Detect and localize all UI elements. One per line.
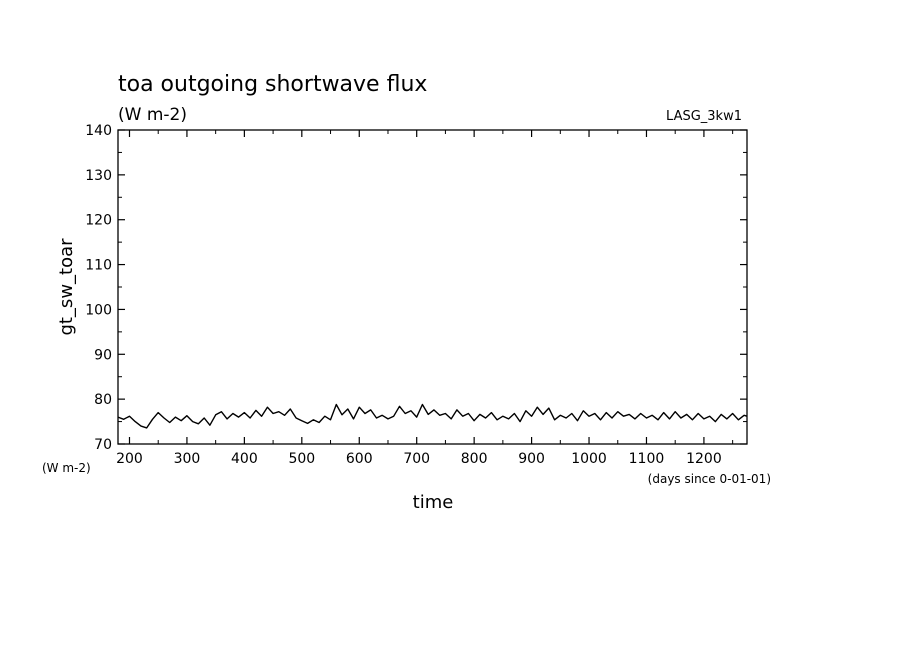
x-tick-label: 300 (174, 451, 201, 467)
x-tick-label: 700 (403, 451, 430, 467)
y-tick-label: 80 (94, 392, 112, 408)
x-tick-label: 1200 (686, 451, 722, 467)
series-line (117, 403, 748, 429)
x-tick-label: 200 (116, 451, 143, 467)
y-tick-label: 120 (85, 213, 112, 229)
x-tick-label: 500 (288, 451, 315, 467)
x-tick-label: 1100 (629, 451, 665, 467)
y-tick-label: 90 (94, 347, 112, 363)
x-tick-label: 400 (231, 451, 258, 467)
y-tick-label: 110 (85, 258, 112, 274)
x-tick-label: 900 (518, 451, 545, 467)
y-tick-label: 140 (85, 123, 112, 139)
chart-title: toa outgoing shortwave flux (118, 72, 427, 97)
y-unit-label: (W m-2) (42, 461, 91, 475)
x-axis-label: time (413, 492, 454, 513)
y-tick-label: 70 (94, 437, 112, 453)
x-axis: 200 300 400 500 600 700 800 900 1000 1100 1200 (116, 130, 734, 467)
x-unit-label: (days since 0-01-01) (648, 472, 771, 486)
plot-frame (117, 129, 748, 445)
x-tick-label: 800 (461, 451, 488, 467)
chart-subtitle: (W m-2) (118, 105, 187, 125)
x-tick-label: 600 (346, 451, 373, 467)
y-axis: 70 80 90 100 110 120 130 140 (85, 123, 747, 453)
y-tick-label: 130 (85, 168, 112, 184)
y-tick-label: 100 (85, 302, 112, 318)
run-tag: LASG_3kw1 (666, 109, 742, 124)
y-axis-label: gt_sw_toar (56, 238, 77, 336)
x-tick-label: 1000 (571, 451, 607, 467)
